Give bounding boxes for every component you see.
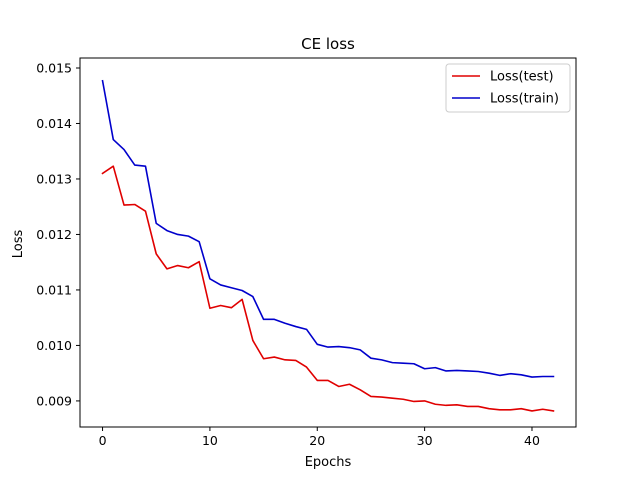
x-tick-label: 30 [417,433,433,448]
y-tick-label: 0.014 [36,116,72,131]
x-tick-label: 0 [99,433,107,448]
y-tick-label: 0.011 [36,282,72,297]
y-axis-label: Loss [11,230,26,259]
x-tick-label: 10 [202,433,218,448]
y-tick-label: 0.013 [36,171,72,186]
legend-label: Loss(train) [490,92,559,107]
y-tick-label: 0.012 [36,227,72,242]
series-line-0 [101,165,555,412]
legend: Loss(test) Loss(train) [445,63,571,113]
legend-label: Loss(test) [490,70,554,85]
x-tick-label: 20 [309,433,325,448]
chart-title: CE loss [301,35,355,53]
y-tick-label: 0.009 [36,393,72,408]
plot-area: 0 10 20 30 40 0.009 0.010 0.011 0.012 0.013 0.014 0… [36,57,577,448]
x-axis-label: Epochs [305,455,352,470]
y-tick-label: 0.015 [36,60,72,75]
x-tick-label: 40 [524,433,540,448]
axes-frame [79,57,577,428]
series-line-1 [101,79,555,378]
y-tick-label: 0.010 [36,338,72,353]
